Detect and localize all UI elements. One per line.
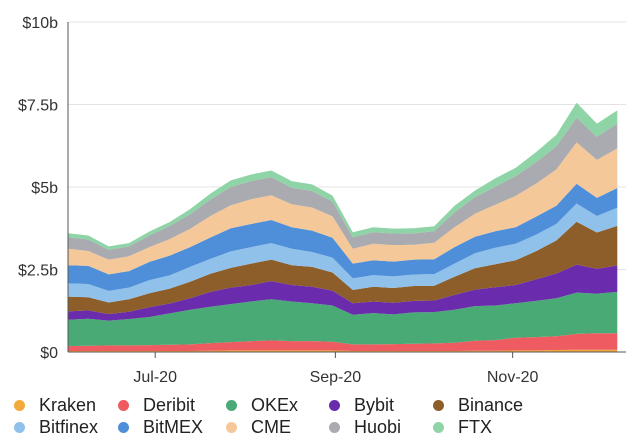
legend-label: FTX (458, 416, 492, 437)
legend-item-binance[interactable]: Binance (433, 395, 523, 416)
legend-swatch (14, 421, 25, 433)
series-area-bitfinex (68, 203, 618, 303)
series-area-okex (68, 291, 618, 347)
legend-item-bybit[interactable]: Bybit (329, 395, 394, 416)
x-tick-label: Nov-20 (487, 369, 539, 386)
legend-row: Kraken Deribit OKEx Bybit Binance (14, 394, 634, 416)
legend-swatch (14, 399, 25, 411)
legend-label: Bitfinex (39, 416, 99, 437)
legend-swatch (226, 421, 237, 433)
series-area-huobi (68, 117, 618, 260)
legend-label: Deribit (143, 394, 196, 415)
y-tick-label: $10b (22, 15, 58, 32)
series-area-ftx (68, 102, 618, 250)
legend-label: BitMEX (143, 416, 204, 437)
legend-swatch (329, 399, 340, 411)
legend-swatch (433, 399, 444, 411)
legend-item-ftx[interactable]: FTX (433, 417, 492, 438)
legend-item-bitfinex[interactable]: Bitfinex (14, 417, 98, 438)
legend-item-huobi[interactable]: Huobi (329, 417, 401, 438)
legend-item-cme[interactable]: CME (226, 417, 291, 438)
y-tick-label: $2.5b (18, 263, 58, 280)
y-tick-label: $5b (31, 180, 58, 197)
legend-label: Kraken (39, 394, 97, 415)
x-tick-label: Sep-20 (310, 369, 362, 386)
x-tick-label: Jul-20 (133, 369, 177, 386)
series-area-cme (68, 142, 618, 275)
series-area-deribit (68, 333, 618, 351)
legend-item-bitmex[interactable]: BitMEX (118, 417, 203, 438)
legend: Kraken Deribit OKEx Bybit Binance Bitfinex Bit… (14, 394, 634, 438)
legend-swatch (118, 399, 129, 411)
legend-label: CME (251, 416, 291, 437)
legend-row: Bitfinex BitMEX CME Huobi FTX (14, 416, 634, 438)
legend-swatch (433, 421, 444, 433)
series-area-kraken (68, 349, 618, 352)
legend-label: Bybit (354, 394, 395, 415)
series-area-bybit (68, 264, 618, 321)
y-tick-label: $7.5b (18, 98, 58, 115)
legend-label: Huobi (354, 416, 402, 437)
series-area-binance (68, 221, 618, 315)
legend-item-okex[interactable]: OKEx (226, 395, 298, 416)
legend-label: OKEx (251, 394, 299, 415)
legend-swatch (329, 421, 340, 433)
legend-item-deribit[interactable]: Deribit (118, 395, 195, 416)
legend-label: Binance (458, 394, 524, 415)
series-area-bitmex (68, 183, 618, 291)
legend-swatch (226, 399, 237, 411)
legend-swatch (118, 421, 129, 433)
y-tick-label: $0 (40, 345, 58, 362)
legend-item-kraken[interactable]: Kraken (14, 395, 96, 416)
stacked-area-chart: $0 $2.5b $5b $7.5b $10b Jul-20 Sep-20 Nov-20 (18, 15, 626, 386)
